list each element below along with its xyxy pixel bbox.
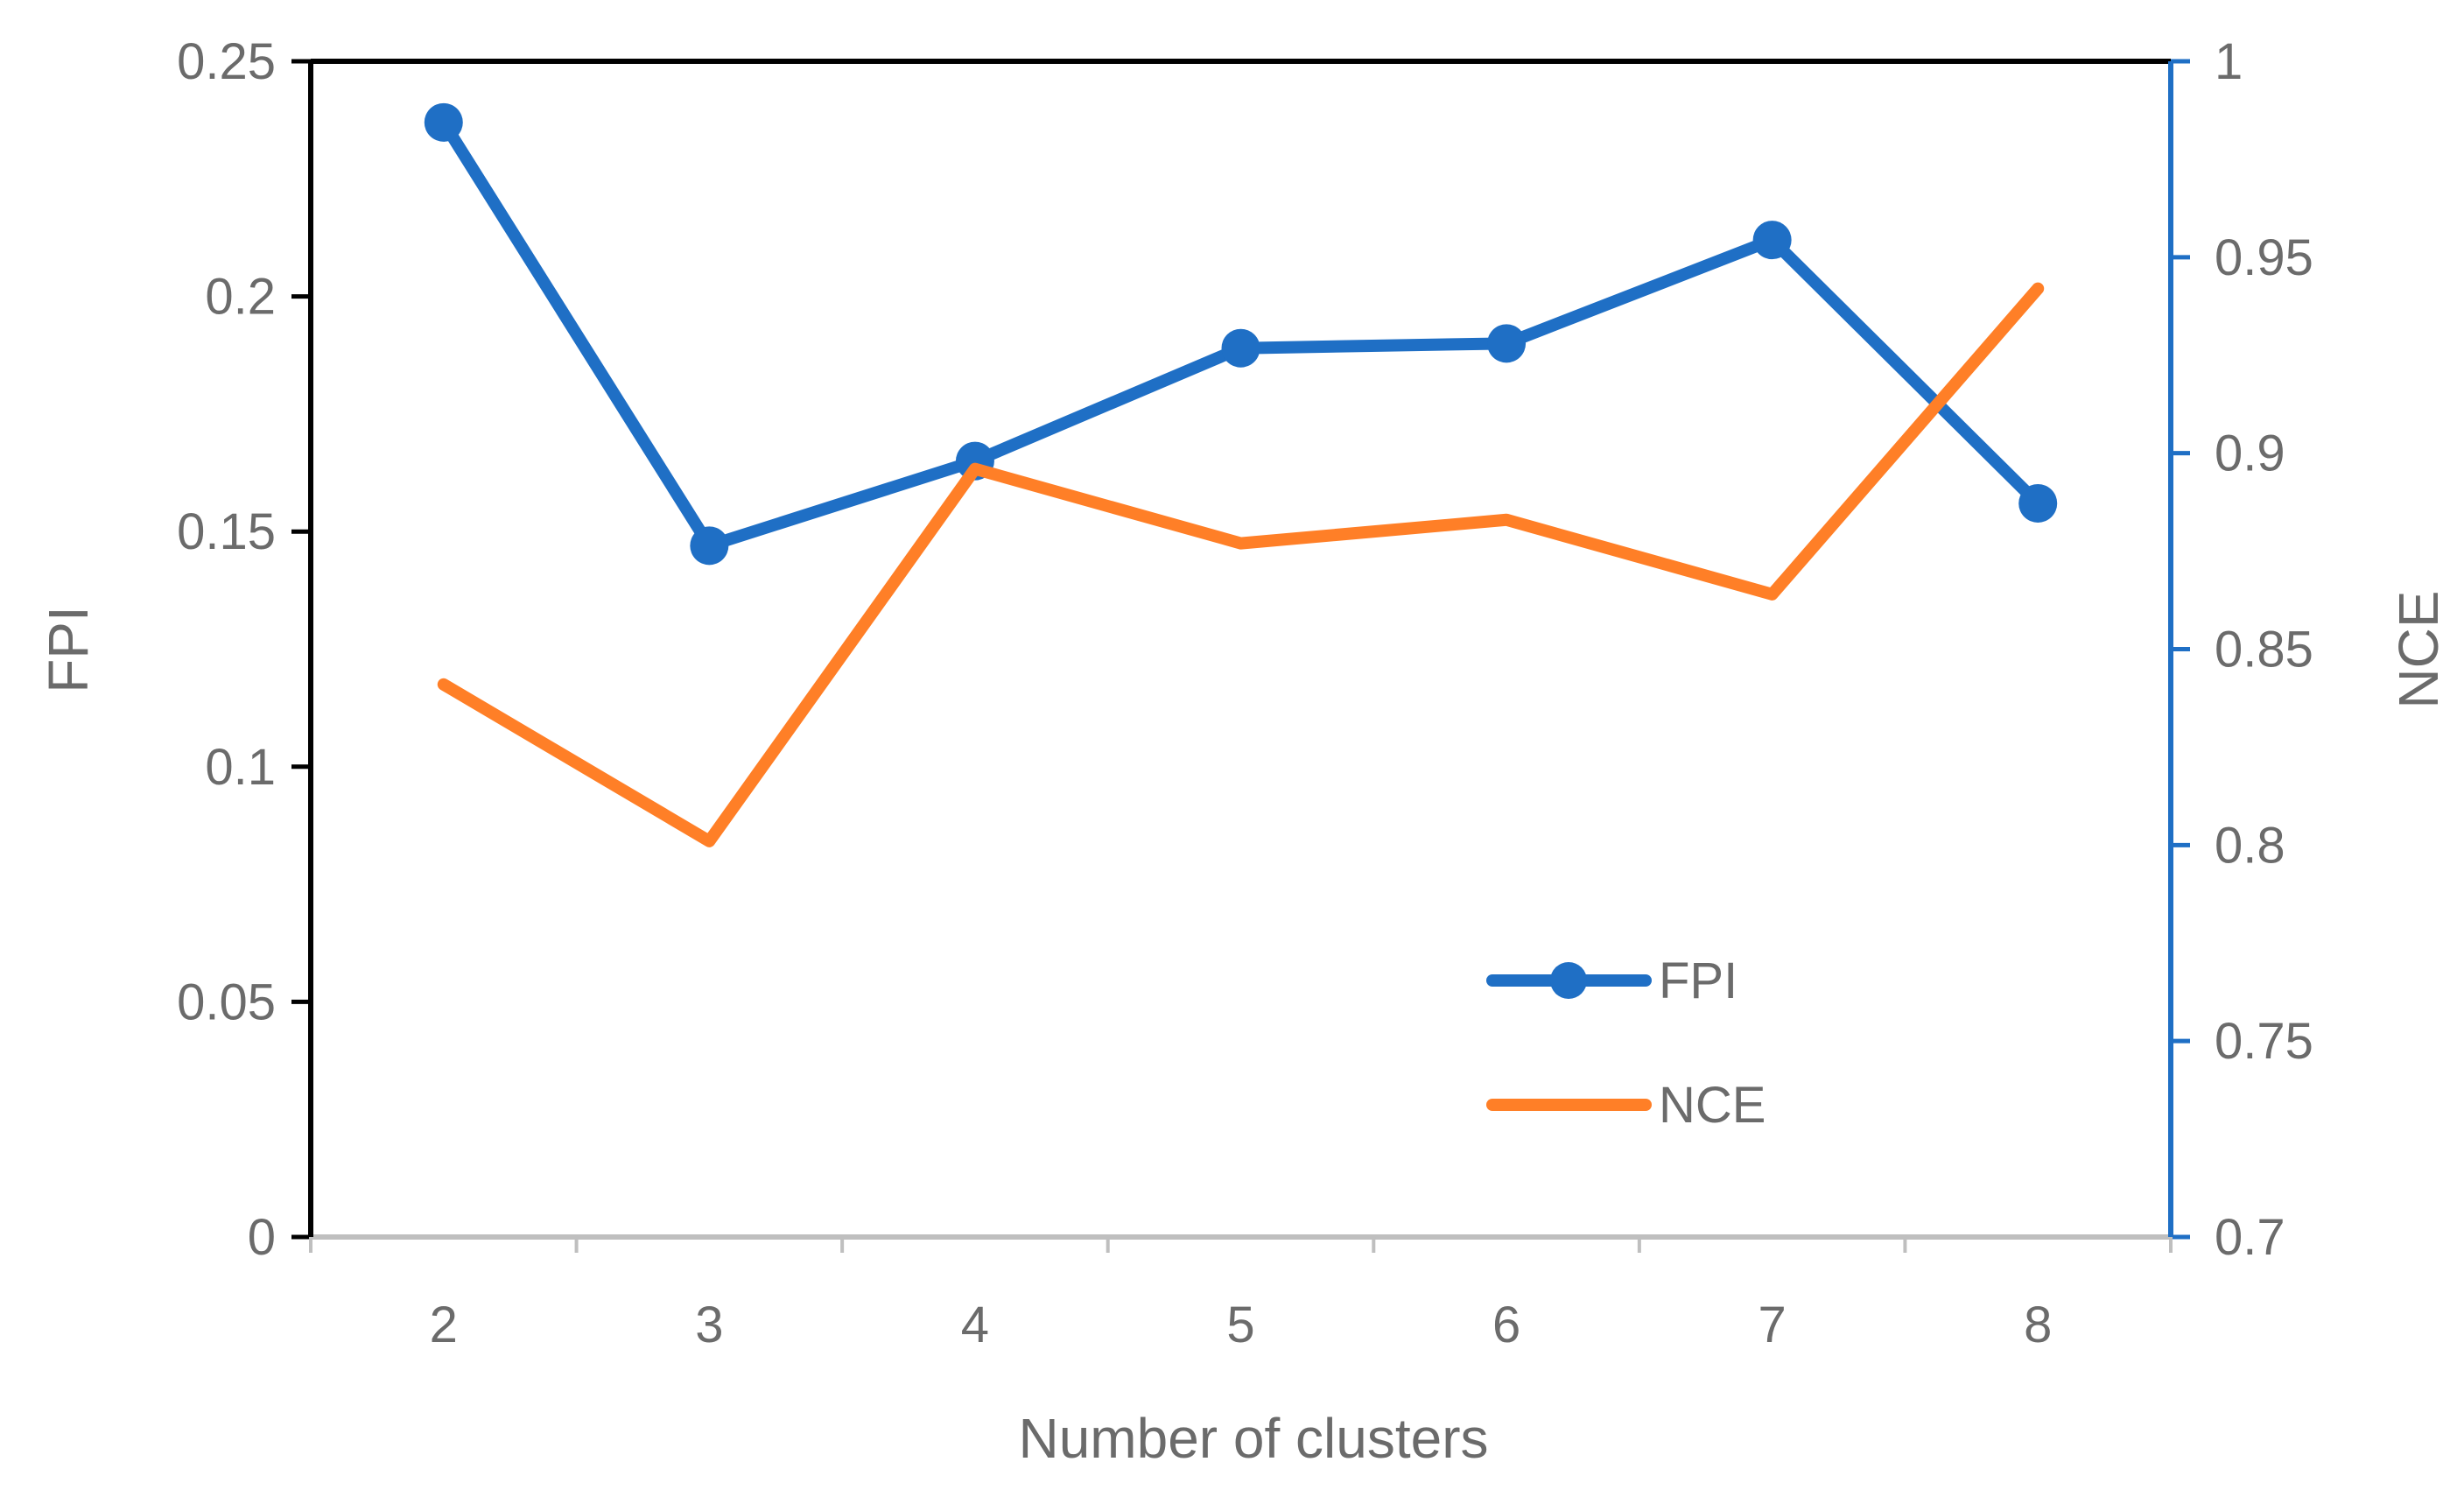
data-point-fpi	[1221, 328, 1260, 368]
x-axis-title: Number of clusters	[1018, 1407, 1488, 1470]
right-tick-label: 0.75	[2215, 1013, 2313, 1070]
y2-axis-title: NCE	[2387, 590, 2450, 708]
data-point-fpi	[424, 102, 463, 142]
left-axis-ticks: 0 0.05 0.1 0.15 0.2 0.25	[177, 33, 311, 1266]
y-axis-title: FPI	[37, 606, 100, 693]
legend: FPI NCE	[1486, 952, 1766, 1134]
data-point-fpi	[690, 526, 729, 566]
x-tick-label: 5	[1226, 1297, 1254, 1353]
left-tick-label: 0.2	[205, 269, 276, 326]
data-point-fpi	[1752, 221, 1792, 260]
left-tick-label: 0.1	[205, 739, 276, 796]
right-tick-label: 0.95	[2215, 229, 2313, 286]
x-tick-label: 3	[695, 1297, 723, 1353]
x-tick-label: 2	[430, 1297, 458, 1353]
legend-nce-label: NCE	[1659, 1077, 1766, 1134]
x-tick-label: 7	[1758, 1297, 1787, 1353]
right-tick-label: 0.7	[2215, 1209, 2285, 1266]
right-tick-label: 0.9	[2215, 425, 2285, 482]
x-axis-ticks: 2 3 4 5 6 7 8	[309, 1237, 2173, 1353]
right-tick-label: 0.8	[2215, 817, 2285, 874]
x-tick-label: 4	[961, 1297, 989, 1353]
right-axis-ticks: 0.7 0.75 0.8 0.85 0.9 0.95 1	[2171, 33, 2313, 1266]
legend-fpi-marker	[1550, 962, 1587, 999]
series-layer	[424, 102, 2058, 847]
left-tick-label: 0.25	[177, 33, 276, 90]
left-tick-label: 0.15	[177, 503, 276, 560]
x-tick-label: 6	[1492, 1297, 1520, 1353]
x-tick-label: 8	[2024, 1297, 2052, 1353]
right-tick-label: 0.85	[2215, 622, 2313, 678]
left-tick-label: 0.05	[177, 973, 276, 1030]
legend-fpi-label: FPI	[1659, 952, 1737, 1009]
right-tick-label: 1	[2215, 33, 2243, 90]
data-point-fpi	[2018, 483, 2058, 523]
left-tick-label: 0	[248, 1209, 276, 1266]
data-point-fpi	[1487, 324, 1527, 363]
series-line-nce	[437, 282, 2045, 847]
